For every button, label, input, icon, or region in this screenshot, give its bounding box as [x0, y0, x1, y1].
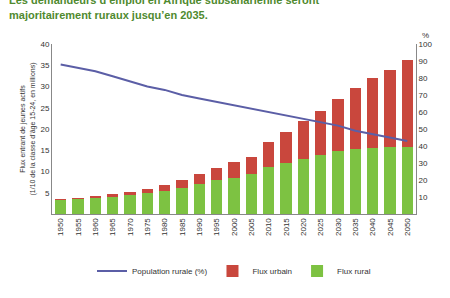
svg-text:%: % [422, 31, 429, 40]
svg-text:20: 20 [40, 125, 49, 134]
svg-text:2005: 2005 [247, 218, 256, 236]
svg-text:1980: 1980 [160, 218, 169, 236]
svg-text:Flux urbain: Flux urbain [252, 267, 292, 276]
svg-text:40: 40 [40, 40, 49, 49]
svg-text:1960: 1960 [91, 218, 100, 236]
svg-text:Population rurale (%): Population rurale (%) [132, 267, 207, 276]
svg-text:2020: 2020 [299, 218, 308, 236]
svg-text:80: 80 [419, 74, 428, 83]
svg-text:40: 40 [419, 142, 428, 151]
svg-text:10: 10 [40, 167, 49, 176]
svg-text:2050: 2050 [403, 218, 412, 236]
svg-text:2010: 2010 [264, 218, 273, 236]
svg-text:Les demandeurs d’emploi en Afr: Les demandeurs d’emploi en Afrique subsa… [9, 0, 319, 21]
svg-text:2015: 2015 [282, 218, 291, 236]
svg-text:2040: 2040 [368, 218, 377, 236]
svg-text:5: 5 [45, 189, 50, 198]
svg-text:Flux entrant de jeunes actifs(: Flux entrant de jeunes actifs(1/10 de la… [19, 62, 36, 195]
svg-text:2030: 2030 [334, 218, 343, 236]
svg-text:1975: 1975 [143, 218, 152, 236]
svg-text:Flux rural: Flux rural [337, 267, 371, 276]
svg-text:1950: 1950 [56, 218, 65, 236]
svg-text:1970: 1970 [126, 218, 135, 236]
svg-text:15: 15 [40, 146, 49, 155]
svg-text:2000: 2000 [230, 218, 239, 236]
svg-text:10: 10 [419, 193, 428, 202]
svg-text:1990: 1990 [195, 218, 204, 236]
svg-text:100: 100 [419, 40, 433, 49]
svg-text:1965: 1965 [108, 218, 117, 236]
svg-text:30: 30 [419, 159, 428, 168]
svg-text:25: 25 [40, 104, 49, 113]
svg-text:30: 30 [40, 82, 49, 91]
svg-text:2045: 2045 [386, 218, 395, 236]
svg-text:2035: 2035 [351, 218, 360, 236]
svg-text:90: 90 [419, 57, 428, 66]
svg-text:50: 50 [419, 125, 428, 134]
svg-text:2025: 2025 [316, 218, 325, 236]
svg-text:20: 20 [419, 176, 428, 185]
svg-text:35: 35 [40, 61, 49, 70]
svg-text:1955: 1955 [74, 218, 83, 236]
svg-text:70: 70 [419, 91, 428, 100]
svg-text:1985: 1985 [178, 218, 187, 236]
svg-text:60: 60 [419, 108, 428, 117]
svg-text:1995: 1995 [212, 218, 221, 236]
